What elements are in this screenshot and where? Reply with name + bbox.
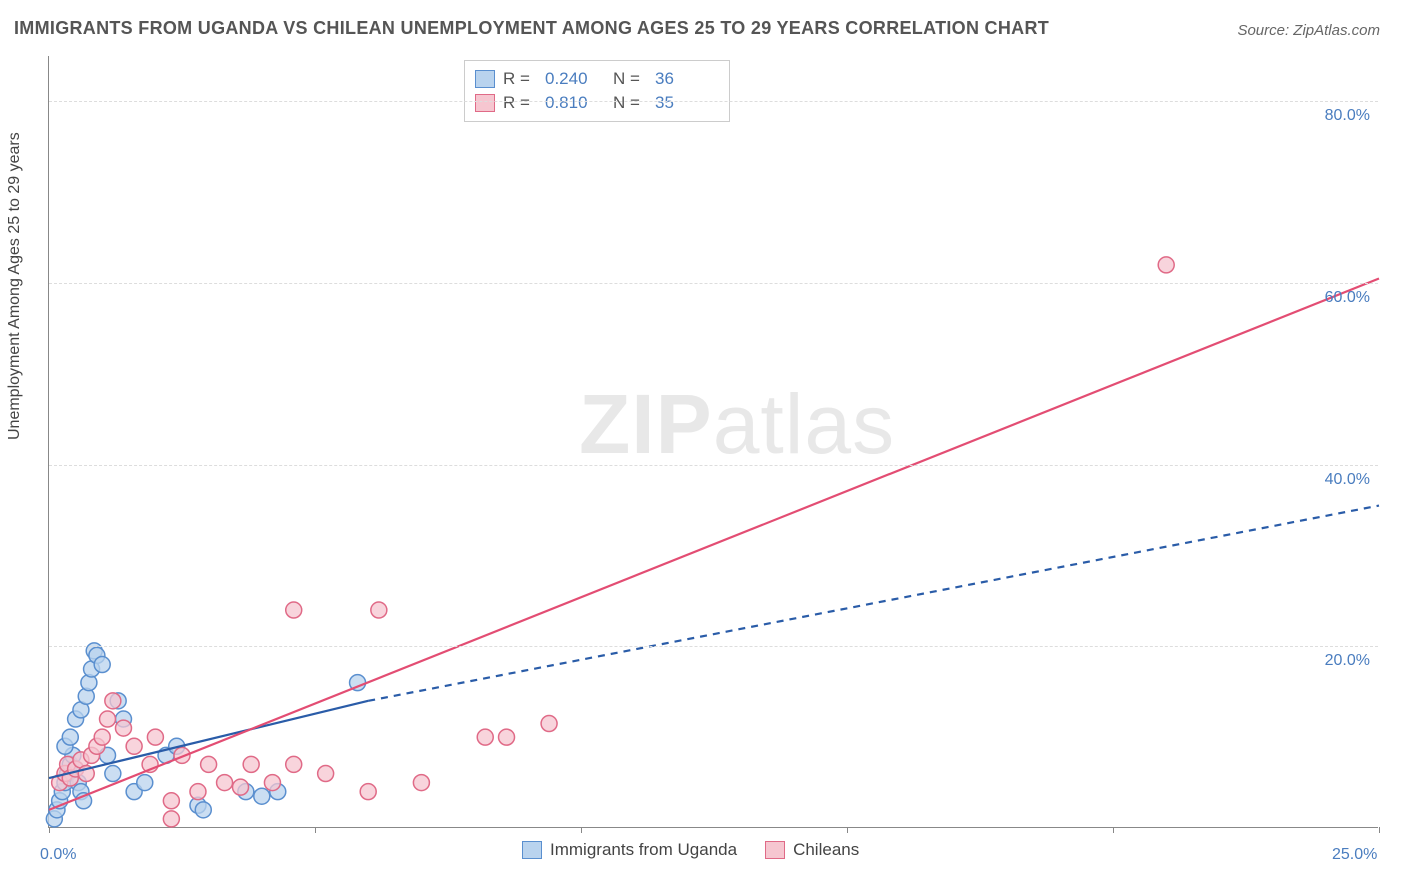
legend-r-value: 0.810	[545, 93, 605, 113]
y-tick-label: 40.0%	[1325, 471, 1370, 489]
legend-swatch	[475, 70, 495, 88]
data-point	[318, 766, 334, 782]
legend-label: Chileans	[793, 840, 859, 860]
legend-label: Immigrants from Uganda	[550, 840, 737, 860]
y-tick-label: 60.0%	[1325, 289, 1370, 307]
legend-n-value: 35	[655, 93, 715, 113]
legend-swatch	[475, 94, 495, 112]
x-tick-label: 0.0%	[40, 846, 76, 864]
x-tick-mark	[315, 827, 316, 833]
x-tick-mark	[847, 827, 848, 833]
trend-line-dashed	[368, 506, 1379, 701]
legend-r-label: R =	[503, 69, 537, 89]
data-point	[163, 793, 179, 809]
data-point	[201, 756, 217, 772]
data-point	[1158, 257, 1174, 273]
data-point	[477, 729, 493, 745]
data-point	[360, 784, 376, 800]
data-point	[147, 729, 163, 745]
data-point	[163, 811, 179, 827]
chart-svg	[49, 56, 1378, 827]
data-point	[100, 711, 116, 727]
data-point	[243, 756, 259, 772]
data-point	[233, 779, 249, 795]
data-point	[541, 716, 557, 732]
legend-n-label: N =	[613, 93, 647, 113]
gridline	[49, 283, 1378, 284]
x-tick-mark	[1113, 827, 1114, 833]
data-point	[115, 720, 131, 736]
plot-area: ZIPatlas R =0.240N =36R =0.810N =35 20.0…	[48, 56, 1378, 828]
data-point	[190, 784, 206, 800]
legend-bottom: Immigrants from Uganda Chileans	[522, 840, 859, 860]
legend-item: Immigrants from Uganda	[522, 840, 737, 860]
chart-title: IMMIGRANTS FROM UGANDA VS CHILEAN UNEMPL…	[14, 18, 1049, 39]
data-point	[286, 756, 302, 772]
data-point	[499, 729, 515, 745]
y-tick-label: 80.0%	[1325, 107, 1370, 125]
x-tick-mark	[581, 827, 582, 833]
gridline	[49, 465, 1378, 466]
y-tick-label: 20.0%	[1325, 652, 1370, 670]
legend-swatch	[522, 841, 542, 859]
data-point	[105, 766, 121, 782]
legend-correlation-row: R = 0.240 N = 36	[475, 67, 715, 91]
legend-r-label: R =	[503, 93, 537, 113]
data-point	[62, 729, 78, 745]
source-attribution: Source: ZipAtlas.com	[1237, 22, 1380, 39]
x-tick-mark	[1379, 827, 1380, 833]
legend-r-value: 0.240	[545, 69, 605, 89]
legend-n-value: 36	[655, 69, 715, 89]
data-point	[264, 775, 280, 791]
data-point	[94, 657, 110, 673]
data-point	[413, 775, 429, 791]
legend-swatch	[765, 841, 785, 859]
y-axis-label: Unemployment Among Ages 25 to 29 years	[6, 132, 24, 440]
data-point	[137, 775, 153, 791]
gridline	[49, 646, 1378, 647]
data-point	[371, 602, 387, 618]
data-point	[217, 775, 233, 791]
legend-n-label: N =	[613, 69, 647, 89]
x-tick-label: 25.0%	[1332, 846, 1377, 864]
trend-line	[49, 279, 1379, 810]
data-point	[286, 602, 302, 618]
data-point	[195, 802, 211, 818]
data-point	[94, 729, 110, 745]
gridline	[49, 101, 1378, 102]
data-point	[254, 788, 270, 804]
data-point	[105, 693, 121, 709]
legend-correlation-box: R = 0.240 N = 36 R = 0.810 N = 35	[464, 60, 730, 122]
x-tick-mark	[49, 827, 50, 833]
legend-correlation-row: R = 0.810 N = 35	[475, 91, 715, 115]
legend-item: Chileans	[765, 840, 859, 860]
data-point	[126, 738, 142, 754]
